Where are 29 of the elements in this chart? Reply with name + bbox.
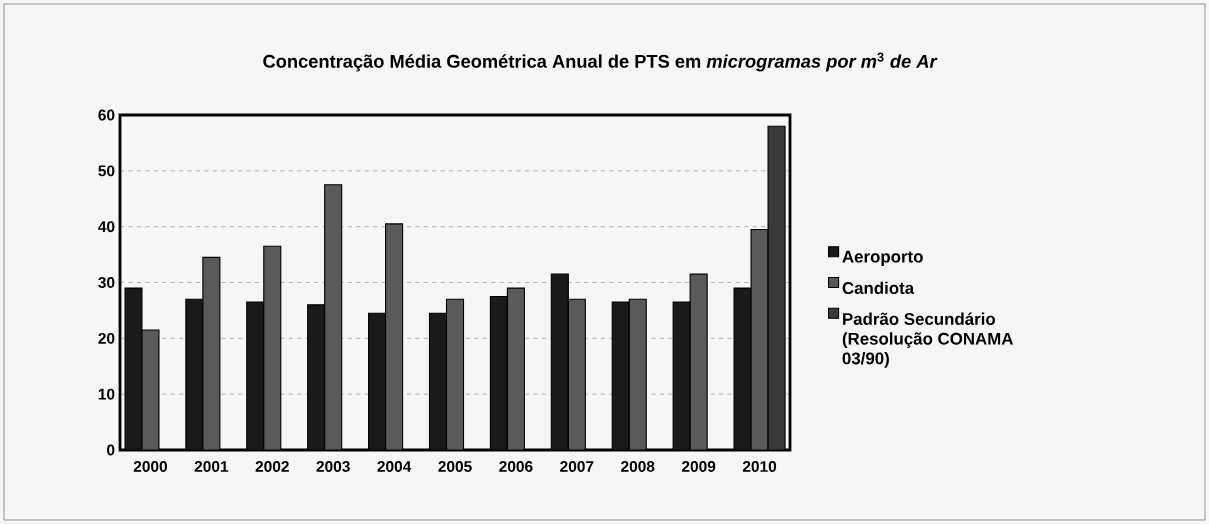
chart-title: Concentração Média Geométrica Anual de PTS em microgramas por m$^{3}$ de Ar [263, 52, 938, 72]
x-tick-label: 2003 [316, 460, 350, 472]
y-tick-label: 40 [98, 221, 115, 233]
bar [428, 312, 448, 450]
y-tick-label: 50 [98, 165, 115, 177]
bar [368, 312, 387, 450]
x-tick-label: 2009 [681, 460, 716, 472]
x-tick-label: 2004 [377, 460, 412, 472]
bar [246, 301, 265, 450]
bar [611, 301, 630, 450]
x-tick-label: 2006 [499, 460, 533, 472]
y-tick-label: 60 [98, 109, 115, 121]
bar [307, 304, 326, 450]
x-tick-label: 2005 [438, 460, 472, 472]
x-tick-label: 2010 [742, 460, 777, 472]
y-tick-label: 20 [98, 332, 115, 344]
legend-label: Candiota [842, 281, 915, 295]
x-tick-label: 2002 [255, 460, 289, 472]
x-tick-label: 2000 [133, 460, 168, 472]
x-tick-label: 2007 [560, 460, 594, 472]
x-tick-label: 2001 [194, 460, 229, 472]
legend-label: Padrão Secundário (Resolução CONAMA 03/90) [842, 312, 1013, 368]
bar [489, 295, 508, 450]
legend-label: Aeroporto [842, 250, 923, 266]
y-tick-label: 10 [98, 388, 115, 400]
x-tick-label: 2008 [621, 460, 655, 472]
bar [550, 273, 569, 450]
y-tick-label: 0 [107, 444, 115, 456]
y-tick-label: 30 [98, 277, 115, 288]
